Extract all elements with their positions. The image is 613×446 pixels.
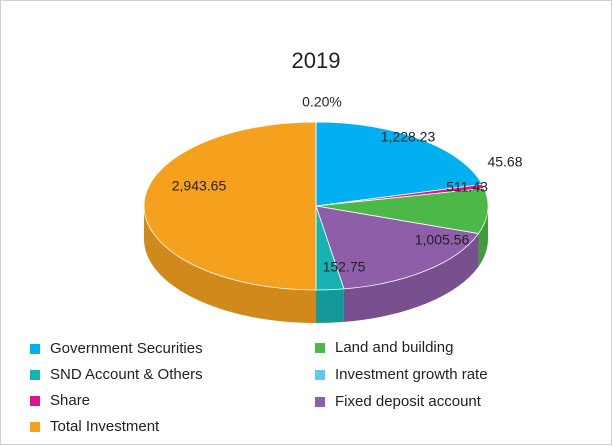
slice: [315, 121, 483, 207]
slice: [315, 187, 489, 235]
slice-side: [316, 288, 344, 323]
slice-side: [144, 206, 317, 323]
slice: [143, 121, 317, 291]
chart-title: 2019: [292, 48, 341, 73]
legend-swatch: [30, 422, 40, 432]
slice: [315, 205, 480, 290]
legend-label: SND Account & Others: [50, 366, 203, 383]
data-label: 0.20%: [302, 94, 342, 110]
legend-swatch: [315, 343, 325, 353]
legend-swatch: [315, 370, 325, 380]
legend-label: Land and building: [335, 339, 453, 356]
slice-side: [343, 233, 479, 322]
legend-label: Investment growth rate: [335, 366, 488, 383]
data-label: 1,228.23: [381, 129, 436, 145]
data-label: 511.43: [446, 179, 488, 195]
legend-swatch: [30, 370, 40, 380]
legend-label: Total Investment: [50, 418, 160, 435]
legend-swatch: [315, 397, 325, 407]
legend-label: Fixed deposit account: [335, 393, 482, 410]
legend-swatch: [30, 396, 40, 406]
data-label: 2,943.65: [172, 178, 227, 194]
legend-label: Government Securities: [50, 340, 203, 357]
legend-label: Share: [50, 392, 90, 409]
data-label: 45.68: [487, 154, 522, 170]
data-label: 152.75: [323, 259, 366, 275]
legend-swatch: [30, 344, 40, 354]
data-label: 1,005.56: [415, 232, 470, 248]
